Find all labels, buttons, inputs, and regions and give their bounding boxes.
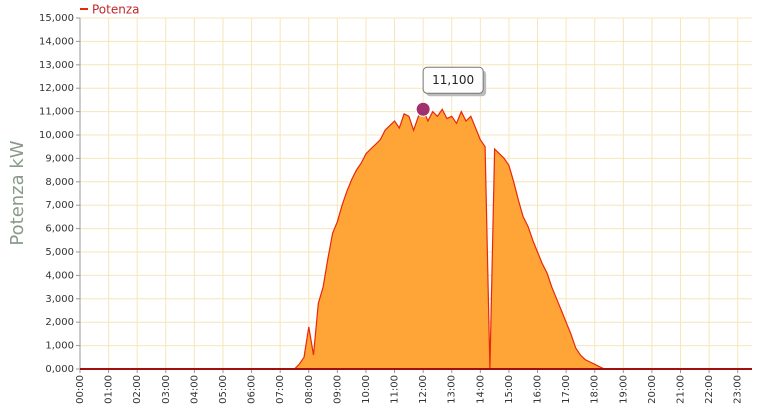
y-tick-label: 0,000 (45, 364, 74, 375)
y-tick-label: 14,000 (39, 36, 74, 47)
y-tick-label: 1,000 (45, 341, 74, 352)
y-tick-label: 8,000 (45, 177, 74, 188)
y-tick-label: 4,000 (45, 270, 74, 281)
y-tick-label: 2,000 (45, 317, 74, 328)
y-axis-title: Potenza kW (7, 140, 28, 245)
y-tick-label: 3,000 (45, 294, 74, 305)
legend-label[interactable]: Potenza (92, 3, 140, 17)
x-tick-label: 15:00 (504, 375, 515, 404)
x-tick-label: 22:00 (704, 375, 715, 404)
y-tick-label: 6,000 (45, 224, 74, 235)
x-tick-label: 11:00 (390, 375, 401, 404)
y-tick-label: 10,000 (39, 130, 74, 141)
y-tick-label: 12,000 (39, 83, 74, 94)
x-tick-label: 17:00 (561, 375, 572, 404)
x-tick-label: 02:00 (132, 375, 143, 404)
x-tick-label: 01:00 (104, 375, 115, 404)
x-tick-label: 09:00 (332, 375, 343, 404)
x-tick-label: 00:00 (75, 375, 86, 404)
x-tick-label: 05:00 (218, 375, 229, 404)
x-tick-label: 19:00 (618, 375, 629, 404)
x-tick-label: 23:00 (733, 375, 744, 404)
x-tick-label: 10:00 (361, 375, 372, 404)
y-tick-label: 5,000 (45, 247, 74, 258)
x-tick-label: 06:00 (247, 375, 258, 404)
tooltip-label: 11,100 (432, 73, 474, 87)
x-tick-label: 13:00 (447, 375, 458, 404)
y-tick-label: 9,000 (45, 153, 74, 164)
x-tick-label: 12:00 (418, 375, 429, 404)
y-tick-label: 15,000 (39, 13, 74, 24)
x-tick-label: 03:00 (161, 375, 172, 404)
x-tick-label: 07:00 (275, 375, 286, 404)
x-tick-label: 21:00 (676, 375, 687, 404)
tooltip (422, 66, 484, 94)
x-tick-label: 14:00 (475, 375, 486, 404)
x-tick-label: 04:00 (189, 375, 200, 404)
x-tick-label: 08:00 (304, 375, 315, 404)
line (80, 108, 752, 370)
y-tick-label: 11,000 (39, 107, 74, 118)
highlight-marker (415, 101, 431, 117)
x-tick-label: 16:00 (533, 375, 544, 404)
x-tick-label: 18:00 (590, 375, 601, 404)
y-tick-label: 7,000 (45, 200, 74, 211)
area (80, 109, 752, 370)
y-tick-label: 13,000 (39, 60, 74, 71)
x-tick-label: 20:00 (647, 375, 658, 404)
